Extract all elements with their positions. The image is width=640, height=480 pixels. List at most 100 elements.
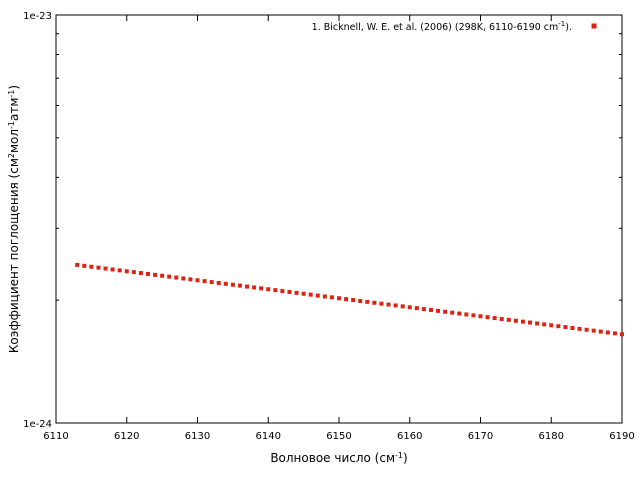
data-point — [245, 284, 250, 289]
data-point — [428, 307, 433, 312]
data-point — [471, 313, 476, 318]
x-axis-title: Волновое число (см-1) — [270, 451, 407, 466]
data-point — [513, 318, 518, 323]
y-axis-title-part-3: -1 — [7, 121, 16, 129]
data-point — [252, 285, 257, 290]
data-point — [216, 280, 221, 285]
data-point — [160, 273, 165, 278]
data-point — [556, 324, 561, 329]
data-point — [570, 325, 575, 330]
data-point — [421, 307, 426, 312]
data-point — [110, 267, 115, 272]
data-point — [195, 278, 200, 283]
data-point — [230, 282, 235, 287]
y-axis-ticks: 1e-24 1e-23 — [23, 11, 622, 430]
data-point — [273, 288, 278, 293]
data-point — [358, 298, 363, 303]
x-tick-label: 6150 — [326, 431, 351, 442]
data-point — [174, 275, 179, 280]
legend: 1. Bicknell, W. E. et al. (2006) (298K, … — [312, 20, 597, 33]
data-point — [167, 274, 172, 279]
data-point — [457, 311, 462, 316]
x-axis-ticks: 6110 6120 6130 6140 6150 6160 6170 6180 6190 — [43, 15, 635, 442]
data-point — [542, 322, 547, 327]
data-point — [450, 310, 455, 315]
y-axis-title-part-2: мол — [7, 129, 21, 153]
data-points — [75, 262, 624, 337]
x-tick-label: 6110 — [43, 431, 68, 442]
y-tick-label: 1e-24 — [23, 419, 52, 430]
data-point — [188, 277, 193, 282]
data-point — [506, 317, 511, 322]
y-axis-title-part-6: ) — [7, 85, 21, 90]
data-point — [407, 305, 412, 310]
data-point — [131, 270, 136, 275]
data-point — [528, 320, 533, 325]
data-point — [598, 329, 603, 334]
x-tick-label: 6140 — [256, 431, 281, 442]
data-point — [443, 309, 448, 314]
data-point — [436, 308, 441, 313]
data-point — [535, 321, 540, 326]
data-point — [351, 298, 356, 303]
data-point — [301, 291, 306, 296]
data-point — [280, 289, 285, 294]
x-axis-title-end: ) — [403, 451, 408, 465]
data-point — [379, 301, 384, 306]
data-point — [202, 279, 207, 284]
data-point — [400, 304, 405, 309]
data-point — [145, 271, 150, 276]
data-point — [464, 312, 469, 317]
x-tick-label: 6160 — [397, 431, 422, 442]
data-point — [308, 292, 313, 297]
x-tick-label: 6190 — [609, 431, 634, 442]
data-point — [478, 314, 483, 319]
data-point — [103, 266, 108, 271]
data-point — [315, 293, 320, 298]
data-point — [82, 263, 87, 268]
legend-label: 1. Bicknell, W. E. et al. (2006) (298K, … — [312, 20, 572, 33]
plot-frame — [55, 14, 623, 424]
data-point — [563, 325, 568, 330]
data-point — [591, 328, 596, 333]
x-axis-title-main: Волновое число (см — [270, 451, 395, 465]
data-point — [620, 332, 624, 337]
data-point — [337, 296, 341, 301]
data-point — [393, 303, 398, 308]
x-axis-title-sup: -1 — [395, 451, 403, 460]
data-point — [365, 299, 370, 304]
data-point — [259, 286, 264, 291]
x-tick-label: 6120 — [114, 431, 139, 442]
y-axis-title-part-5: -1 — [7, 90, 16, 98]
data-point — [344, 297, 349, 302]
data-point — [117, 268, 122, 273]
data-point — [549, 323, 554, 328]
data-point — [124, 269, 129, 274]
data-point — [414, 306, 419, 311]
data-point — [266, 287, 271, 292]
legend-label-end: ). — [565, 22, 572, 33]
data-point — [577, 326, 582, 331]
data-point — [181, 276, 186, 281]
data-point — [386, 302, 391, 307]
legend-label-sup: -1 — [558, 20, 565, 28]
y-axis-title-part-0: Коэффициент поглощения (см — [7, 158, 21, 353]
data-point — [322, 294, 327, 299]
y-tick-label: 1e-23 — [23, 11, 52, 22]
data-point — [223, 281, 228, 286]
y-axis-title-part-4: атм — [7, 98, 21, 121]
data-point — [287, 289, 292, 294]
data-point — [329, 295, 334, 300]
y-axis-title: Коэффициент поглощения (см2мол-1атм-1) — [7, 85, 22, 353]
legend-label-main: 1. Bicknell, W. E. et al. (2006) (298K, … — [312, 22, 559, 33]
data-point — [294, 290, 299, 295]
data-point — [372, 300, 377, 305]
data-point — [612, 331, 617, 336]
x-tick-label: 6180 — [539, 431, 564, 442]
data-point — [75, 262, 80, 267]
data-point — [96, 265, 101, 270]
y-axis-title-part-1: 2 — [7, 153, 16, 158]
data-point — [209, 280, 214, 285]
